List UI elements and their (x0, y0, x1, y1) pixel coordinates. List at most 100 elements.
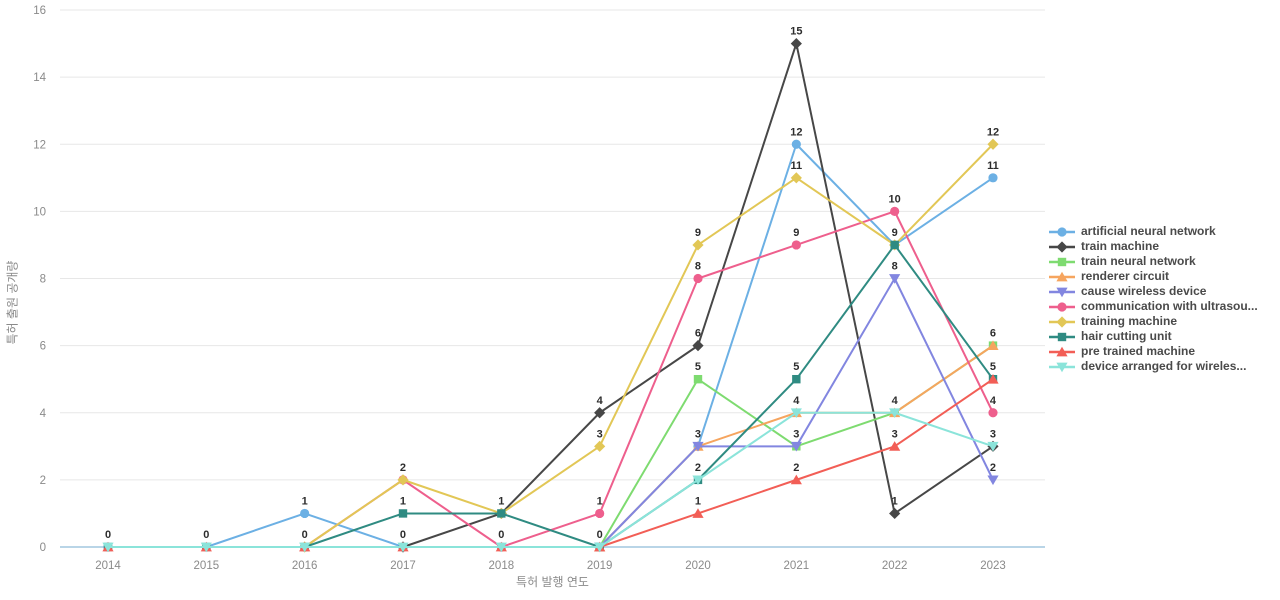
data-point-marker (595, 508, 605, 519)
series-line (107, 411, 994, 548)
point-label: 0 (105, 529, 111, 541)
data-point-marker (594, 407, 606, 419)
data-point-marker (692, 441, 704, 452)
data-point-marker (692, 340, 704, 352)
legend-item-label: communication with ultrasou... (1081, 299, 1258, 313)
point-label: 3 (793, 428, 799, 440)
legend-marker-shape (1057, 301, 1067, 312)
legend-marker-shape (1057, 257, 1067, 266)
data-point-marker (300, 508, 310, 519)
legend-item-label: cause wireless device (1081, 284, 1207, 298)
point-label: 0 (597, 529, 603, 541)
x-tick-label-2022: 2022 (882, 560, 908, 572)
series-cause-wireless-device (594, 274, 999, 553)
y-tick-label-14: 14 (33, 72, 46, 84)
point-label: 2 (695, 462, 701, 474)
data-point-marker (102, 542, 114, 553)
x-tick-label-2019: 2019 (587, 560, 613, 572)
y-tick-label-16: 16 (33, 5, 46, 17)
legend-item-label: training machine (1081, 314, 1178, 328)
y-tick-label-6: 6 (40, 341, 46, 353)
data-point-marker (987, 441, 999, 452)
legend-marker-shape (1057, 332, 1067, 341)
legend-item-label: pre trained machine (1081, 344, 1196, 358)
x-tick-label-2016: 2016 (292, 560, 318, 572)
data-point-marker (790, 474, 802, 485)
series-device-arranged-for-wireles (102, 408, 999, 553)
point-label: 4 (793, 395, 800, 407)
legend-item-label: artificial neural network (1081, 224, 1216, 238)
data-point-marker (594, 440, 606, 452)
legend-marker-shape (1056, 362, 1068, 372)
y-axis-title: 특허 출원 공개량 (5, 260, 20, 345)
data-point-marker (692, 475, 704, 486)
x-tick-label-2014: 2014 (95, 560, 121, 572)
pre-trained-machine-legend-marker-icon (1049, 346, 1075, 356)
x-tick-label-2017: 2017 (390, 560, 416, 572)
point-label: 0 (302, 529, 308, 541)
data-point-marker (987, 340, 999, 351)
y-tick-label-12: 12 (33, 139, 46, 151)
communication-with-ultrasou-legend-marker-icon (1049, 301, 1075, 312)
data-point-marker (790, 172, 802, 184)
data-point-marker (398, 509, 408, 518)
data-point-marker (299, 542, 311, 553)
legend-item-label: device arranged for wireles... (1081, 359, 1247, 373)
data-point-marker (692, 508, 704, 518)
data-point-marker (692, 239, 704, 251)
legend-item-train-machine[interactable]: train machine (1049, 239, 1258, 254)
x-tick-label-2018: 2018 (489, 560, 515, 572)
data-point-marker (987, 138, 999, 150)
data-point-marker (791, 240, 801, 250)
point-label: 2 (793, 462, 799, 474)
point-label: 3 (892, 428, 898, 440)
data-point-marker (495, 542, 507, 553)
training-machine-legend-marker-icon (1049, 315, 1075, 328)
data-point-marker (397, 474, 409, 486)
legend-item-device-arranged-for-wireles[interactable]: device arranged for wireles... (1049, 359, 1258, 374)
point-label: 11 (791, 160, 803, 172)
renderer-circuit-legend-marker-icon (1049, 271, 1075, 281)
cause-wireless-device-legend-marker-icon (1049, 287, 1075, 297)
data-point-marker (693, 273, 703, 284)
legend-item-pre-trained-machine[interactable]: pre trained machine (1049, 344, 1258, 359)
point-label: 12 (987, 126, 999, 138)
legend-item-label: train machine (1081, 239, 1160, 253)
legend-item-communication-with-ultrasou[interactable]: communication with ultrasou... (1049, 299, 1258, 314)
legend-item-artificial-neural-network[interactable]: artificial neural network (1049, 224, 1258, 239)
point-label: 2 (400, 462, 406, 474)
legend-item-hair-cutting-unit[interactable]: hair cutting unit (1049, 329, 1258, 344)
x-tick-label-2015: 2015 (194, 560, 220, 572)
point-label: 3 (597, 428, 603, 440)
point-label: 1 (892, 495, 898, 507)
legend-marker-shape (1056, 315, 1068, 328)
legend-item-label: renderer circuit (1081, 269, 1170, 283)
point-label: 2 (990, 462, 996, 474)
point-label: 1 (597, 495, 603, 507)
data-point-marker (791, 139, 801, 149)
point-label: 0 (400, 529, 406, 541)
legend-item-label: train neural network (1081, 254, 1196, 268)
point-label: 11 (987, 160, 999, 172)
series-train-machine (397, 37, 999, 553)
data-point-marker (987, 373, 999, 384)
legend-item-renderer-circuit[interactable]: renderer circuit (1049, 269, 1258, 284)
y-tick-label-2: 2 (40, 475, 46, 487)
point-label: 1 (400, 495, 406, 507)
data-point-marker (790, 441, 802, 452)
point-label: 5 (793, 361, 799, 373)
legend-item-training-machine[interactable]: training machine (1049, 314, 1258, 329)
legend-marker-shape (1056, 287, 1068, 297)
legend-item-cause-wireless-device[interactable]: cause wireless device (1049, 284, 1258, 299)
series-hair-cutting-unit (103, 240, 998, 552)
data-point-marker (497, 509, 506, 518)
data-point-marker (397, 542, 409, 553)
point-label: 15 (790, 26, 802, 38)
point-label: 4 (892, 395, 899, 407)
legend-marker-shape (1056, 271, 1068, 281)
train-neural-network-legend-marker-icon (1049, 257, 1075, 266)
y-tick-label-10: 10 (33, 206, 46, 218)
legend-item-train-neural-network[interactable]: train neural network (1049, 254, 1258, 269)
